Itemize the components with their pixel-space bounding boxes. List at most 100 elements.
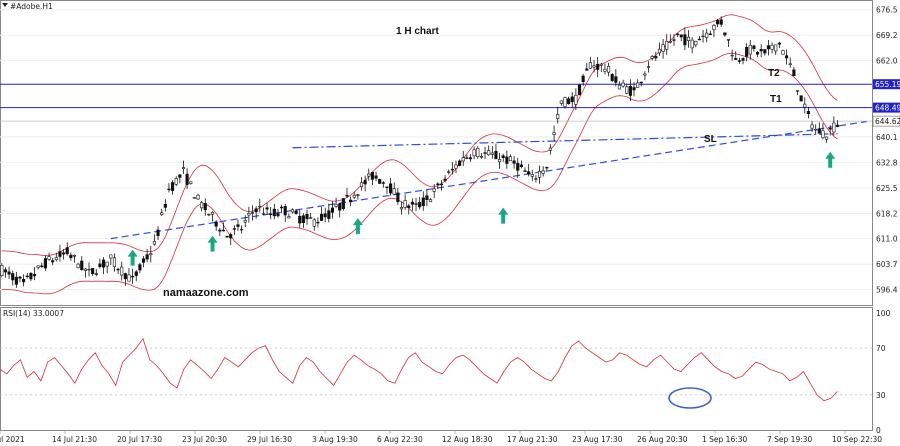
candle-body	[425, 195, 429, 200]
candle-body	[508, 156, 513, 162]
candle-body	[399, 207, 404, 210]
candle-body	[396, 192, 400, 203]
candle-body	[40, 265, 44, 267]
candle-body	[545, 166, 549, 169]
header-dropdown-icon[interactable]	[2, 3, 8, 7]
candle-body	[341, 198, 345, 209]
price-tick-label: 662.0	[876, 56, 898, 65]
candle-body	[450, 168, 454, 171]
candle-body	[621, 82, 625, 87]
candle-body	[149, 253, 153, 256]
candle-body	[185, 173, 189, 185]
candle-body	[141, 258, 146, 263]
candle-body	[327, 210, 331, 219]
candle-body	[181, 167, 186, 169]
candle-body	[414, 203, 418, 205]
price-axis: 676.5 669.2 662.0 640.1 632.8 625.5 618.2 611.0…	[876, 6, 898, 295]
candle-body	[788, 63, 792, 65]
candle-body	[643, 73, 647, 76]
candle-body	[381, 182, 385, 184]
candle-body	[799, 95, 803, 102]
rsi-gridlines	[0, 347, 872, 396]
candle-body	[229, 234, 233, 239]
price-tick-label: 625.5	[876, 184, 898, 193]
candle-body	[392, 188, 396, 195]
candle-body	[599, 63, 603, 66]
candle-body	[556, 114, 560, 119]
time-tick-label: 23 Jul 20:30	[182, 435, 227, 444]
candle-body	[112, 257, 117, 267]
candle-body	[465, 157, 469, 159]
candle-body	[625, 86, 629, 94]
candle-body	[567, 98, 571, 105]
candle-body	[541, 170, 545, 174]
candle-body	[828, 128, 832, 130]
candle-body	[672, 39, 676, 41]
candle-body	[563, 97, 567, 108]
candle-body	[443, 178, 447, 181]
up-arrow-icon	[207, 235, 218, 252]
candle-body	[439, 183, 444, 186]
up-arrow-icon	[127, 249, 138, 266]
candle-body	[552, 132, 556, 135]
candle-body	[356, 194, 360, 196]
stop-loss-label: SL	[704, 134, 717, 145]
trendline-dashed	[110, 120, 867, 240]
rsi-axis: 100 70 30 0	[876, 309, 891, 435]
candle-body	[683, 34, 687, 46]
candle-body	[777, 42, 781, 45]
t1-price-value: 648.49	[875, 104, 900, 113]
candle-body	[309, 217, 313, 219]
candle-body	[632, 87, 636, 91]
candle-body	[686, 36, 691, 41]
current-price-value: 644.62	[875, 117, 900, 126]
candle-body	[290, 209, 295, 213]
time-tick-label: 7 Sep 19:30	[767, 435, 813, 444]
candle-body	[280, 206, 284, 209]
price-tick-label: 611.0	[876, 235, 898, 244]
t1-price-tag	[873, 102, 900, 113]
candle-body	[468, 157, 473, 160]
candle-body	[803, 103, 807, 108]
candle-body	[3, 269, 8, 273]
candle-body	[774, 44, 778, 52]
candle-body	[512, 160, 516, 164]
candle-body	[316, 221, 320, 224]
candle-body	[80, 260, 84, 270]
candle-body	[530, 174, 534, 177]
candle-body	[120, 266, 124, 276]
candle-body	[476, 148, 480, 157]
bollinger-bands	[1, 14, 838, 295]
price-tick-label: 669.2	[876, 31, 898, 40]
time-tick-label: 3 Aug 19:30	[312, 435, 358, 444]
time-tick-label: 10 Sep 22:30	[832, 435, 882, 444]
candle-body	[272, 208, 276, 217]
candle-body	[421, 197, 425, 206]
candle-body	[91, 268, 95, 275]
candle-body	[301, 215, 305, 223]
candle-body	[232, 228, 236, 230]
candle-body	[785, 55, 789, 59]
candle-body	[196, 194, 200, 200]
candle-body	[806, 111, 810, 114]
candle-body	[676, 33, 680, 35]
candle-body	[617, 84, 622, 90]
candle-body	[487, 150, 491, 156]
time-tick-label: 20 Jul 17:30	[117, 435, 162, 444]
candle-body	[661, 44, 665, 52]
time-tick-label: 17 Aug 21:30	[507, 435, 558, 444]
candle-body	[832, 122, 836, 133]
candle-body	[527, 171, 531, 175]
candle-body	[247, 213, 251, 216]
candle-body	[759, 48, 763, 52]
candle-body	[498, 159, 502, 163]
rsi-panel-frame	[0, 307, 873, 431]
candle-body	[312, 219, 316, 227]
candle-body	[214, 221, 218, 227]
candle-body	[461, 157, 465, 162]
candle-body	[607, 66, 611, 73]
candle-body	[410, 201, 414, 205]
rsi-tick-label: 100	[876, 309, 891, 318]
candle-body	[389, 183, 393, 194]
time-tick-label: 6 Aug 22:30	[377, 435, 423, 444]
